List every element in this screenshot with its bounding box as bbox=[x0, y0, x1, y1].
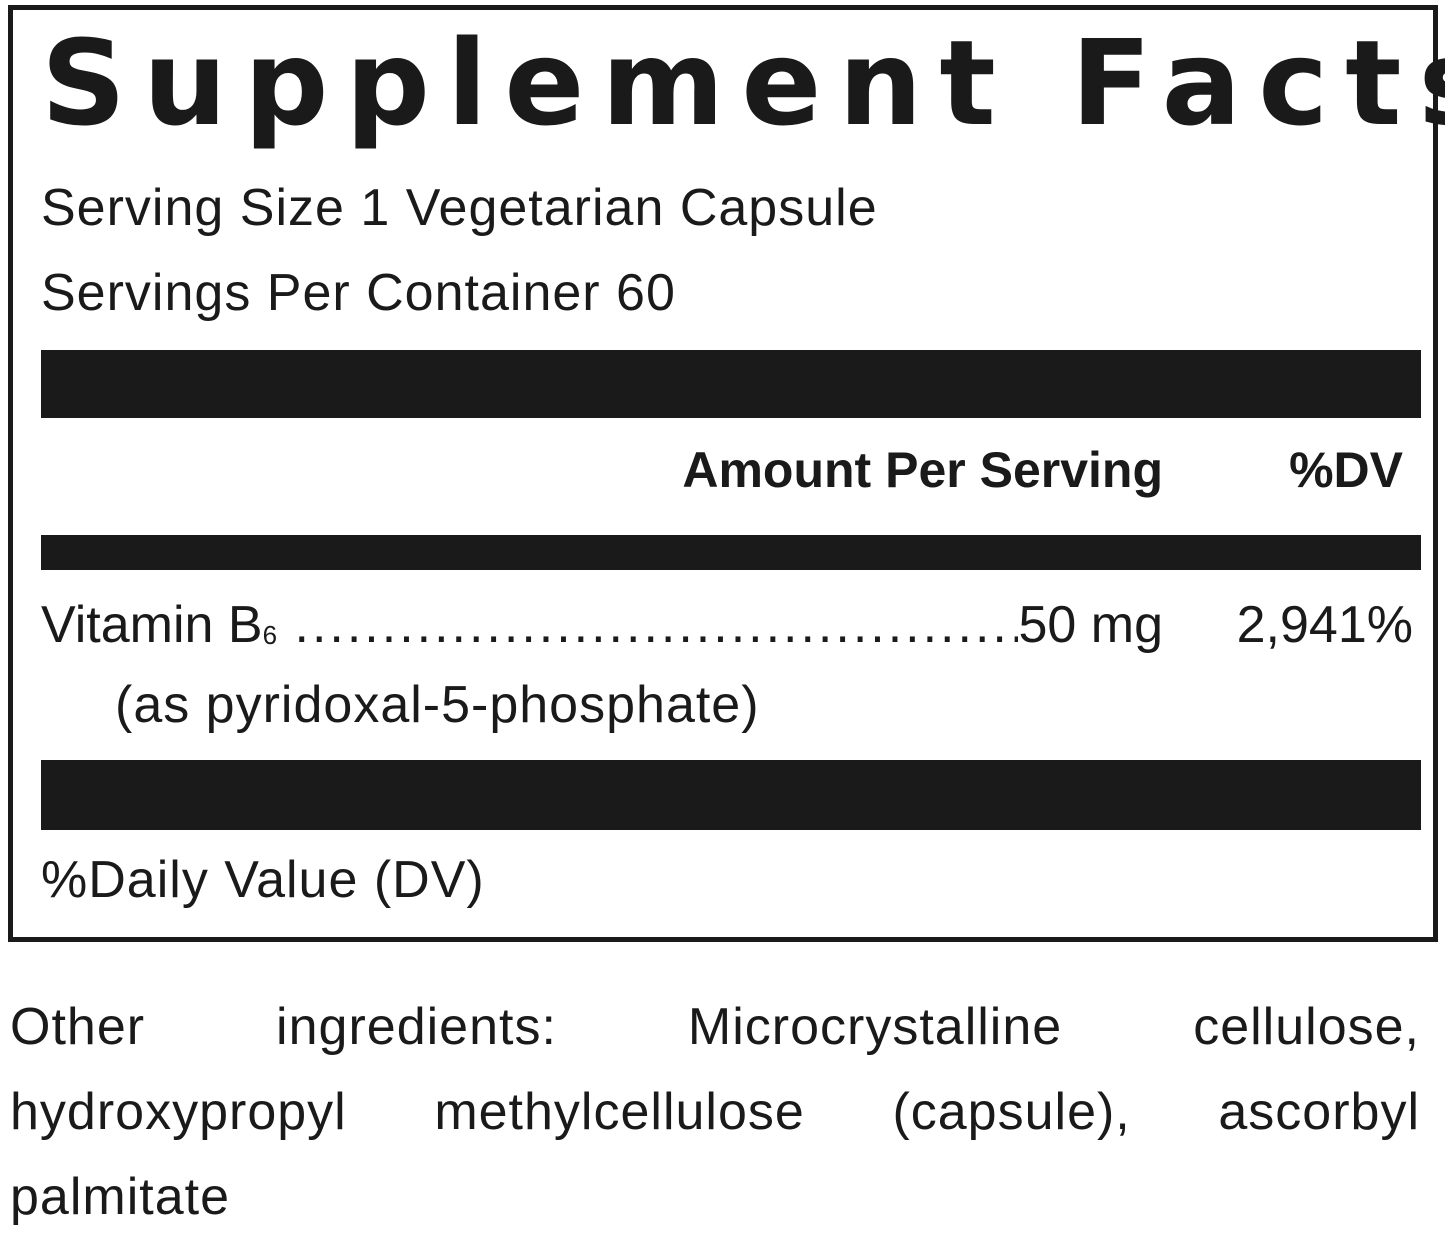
supplement-facts-panel: Supplement Facts Serving Size 1 Vegetari… bbox=[8, 5, 1445, 942]
header-amount: Amount Per Serving bbox=[682, 442, 1163, 498]
leader-dots: ........................................… bbox=[294, 596, 1019, 654]
divider-bar bbox=[41, 350, 1421, 418]
divider-bar bbox=[41, 760, 1421, 830]
nutrient-name: Vitamin B6 bbox=[41, 596, 278, 654]
serving-size: Serving Size 1 Vegetarian Capsule bbox=[41, 179, 878, 237]
panel-title: Supplement Facts bbox=[41, 14, 1445, 152]
nutrient-form: (as pyridoxal-5-phosphate) bbox=[115, 676, 760, 734]
nutrient-amount: 50 mg bbox=[1018, 596, 1163, 654]
other-ingredients: Other ingredients: Microcrystalline cell… bbox=[10, 998, 1420, 1226]
nutrient-dv: 2,941% bbox=[1236, 596, 1413, 654]
divider-bar bbox=[41, 535, 1421, 570]
servings-per-container: Servings Per Container 60 bbox=[41, 264, 676, 322]
footnote: %Daily Value (DV) bbox=[41, 851, 485, 909]
nutrient-row: Vitamin B6 .............................… bbox=[41, 595, 1413, 665]
header-dv: %DV bbox=[1289, 442, 1403, 498]
